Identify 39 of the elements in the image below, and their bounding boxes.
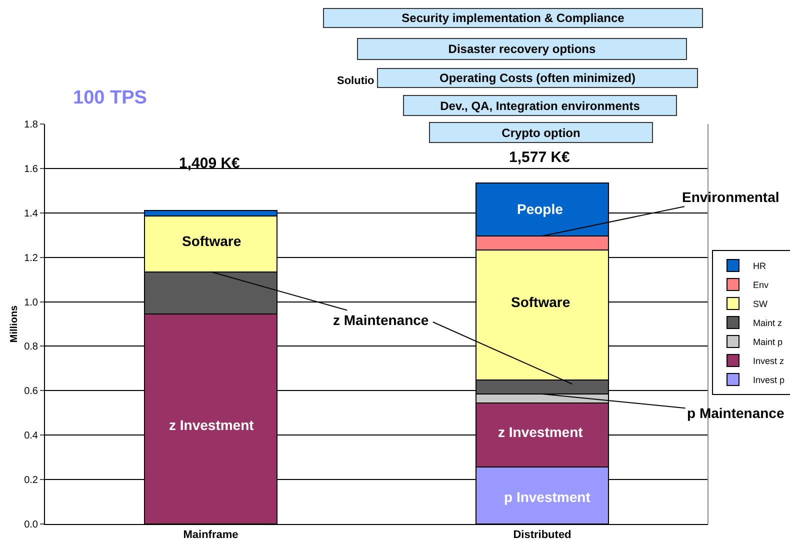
y-tick-label: 0.4 xyxy=(24,430,38,442)
legend-label: Env xyxy=(753,280,770,290)
y-tick-label: 1.6 xyxy=(24,164,38,175)
y-axis-title: Millions xyxy=(9,304,20,343)
annotation: Software xyxy=(511,294,570,310)
y-tick-label: 0.2 xyxy=(24,475,38,486)
legend-label: Invest p xyxy=(753,375,785,386)
caption-box: Crypto option xyxy=(429,122,653,143)
caption-box: Operating Costs (often minimized) xyxy=(377,68,698,88)
annotation: People xyxy=(517,201,564,217)
y-tick-label: 0.8 xyxy=(24,342,38,353)
caption-box: Security implementation & Compliance xyxy=(323,8,703,28)
y-tick-label: 1.4 xyxy=(24,208,38,220)
annotation: 1,409 K€ xyxy=(179,155,241,172)
y-tick-label: 1.2 xyxy=(24,252,38,264)
legend-label: Invest z xyxy=(753,356,785,366)
annotation: z Investment xyxy=(169,417,254,433)
annotation: Software xyxy=(182,233,242,249)
annotation: Environmental xyxy=(682,189,780,205)
y-tick-label: 1.0 xyxy=(24,297,38,308)
legend-label: HR xyxy=(753,261,766,272)
text: Solutio xyxy=(337,75,375,87)
y-tick-label: 1.8 xyxy=(24,120,38,130)
chart-title: 100 TPS xyxy=(73,88,147,109)
annotation: p Maintenance xyxy=(687,405,784,421)
legend-label: Maint p xyxy=(753,337,783,348)
annotation: Crypto option xyxy=(502,126,580,140)
x-tick-label: Distributed xyxy=(513,529,572,542)
caption-box: Dev., QA, Integration environments xyxy=(403,95,677,116)
y-tick-label: 0.0 xyxy=(24,520,38,530)
annotation: p Investment xyxy=(504,489,591,505)
y-tick-label: 0.6 xyxy=(24,386,38,398)
legend-label: SW xyxy=(753,299,768,310)
annotation: 1,577 K€ xyxy=(509,149,571,166)
caption-box: Disaster recovery options xyxy=(357,38,687,60)
x-tick-label: Mainframe xyxy=(183,529,238,542)
annotation: z Maintenance xyxy=(333,312,429,328)
annotation: z Investment xyxy=(498,424,584,440)
legend-label: Maint z xyxy=(753,318,783,328)
